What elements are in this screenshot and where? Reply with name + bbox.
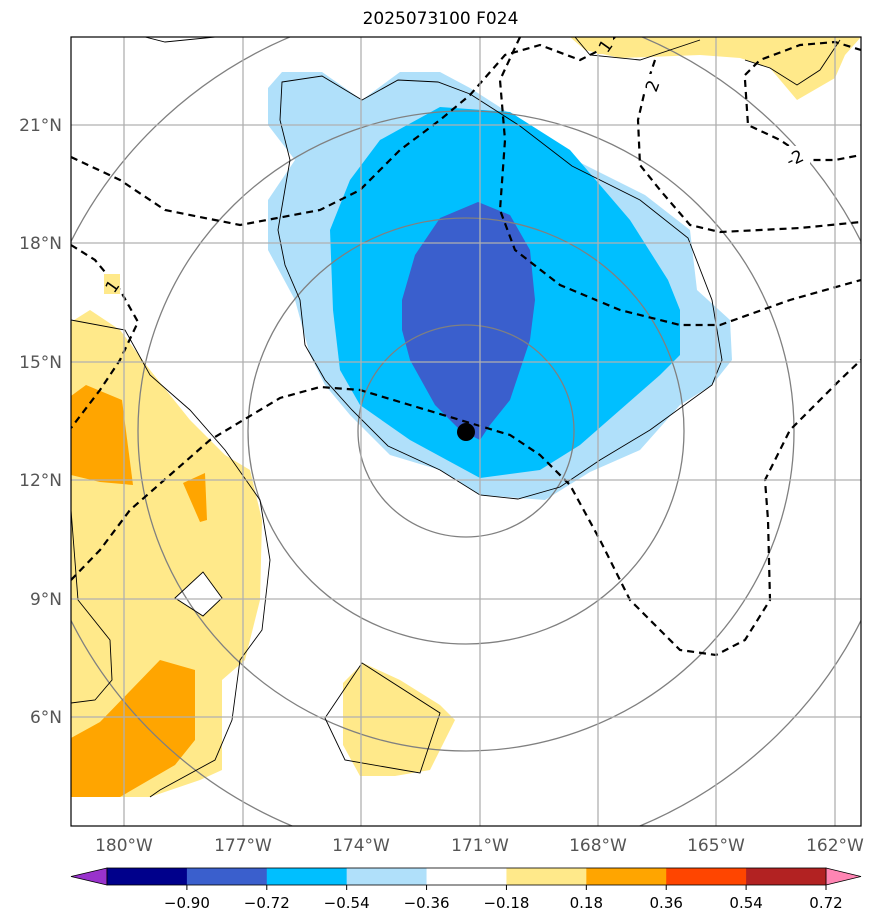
northeast-yellow-patch [570,37,861,100]
lat-label: 15°N [19,353,62,373]
contour-label-east: -2 [783,146,807,171]
range-ring-2 [247,217,685,645]
contour-label-bg-2 [597,37,613,54]
northeast-contour [574,37,841,86]
range-rings [71,37,861,826]
range-ring-1 [357,324,575,538]
west-yellow-hole [175,572,222,616]
colorbar-segment [506,868,587,885]
colorbar-segment [746,868,827,885]
lon-label: 180°W [95,836,153,856]
lat-label: 21°N [19,116,62,136]
colorbar-segment [346,868,428,885]
west-contour-a [71,319,271,798]
colorbar-tick-label: −0.54 [324,894,370,912]
lon-label: 162°W [806,836,864,856]
map-title: 2025073100 F024 [362,9,519,29]
south-patch-contour [324,662,441,774]
colorbar-segment [426,868,507,885]
colorbar-segment [266,868,348,885]
west-hole-contour [174,571,223,617]
colorbar-tick-label: −0.72 [244,894,290,912]
colorbar-segment [186,868,268,885]
lon-label: 174°W [332,836,390,856]
colorbar-frame [106,867,827,886]
colorbar-tick-label: −0.18 [483,894,529,912]
colorbar-segment [666,868,747,885]
south-yellow-patch [343,663,455,776]
neg-contour-outline [277,75,723,500]
storm-center-marker [457,423,475,441]
longitude-tick-labels: 180°W 177°W 174°W 171°W 168°W 165°W 162°… [95,836,864,856]
negative-anomaly-fill [268,72,732,500]
colorbar-tick-label: 0.36 [650,894,683,912]
dashed-contour-east [498,37,861,327]
colorbar-tick-label: 0.18 [570,894,603,912]
contour-label-bg-1 [104,274,120,294]
contour-label-bg-4 [786,146,810,166]
dashed-contours [71,37,861,657]
dashed-contour-west [71,244,140,429]
west-orange-patch-upper [71,385,133,485]
colorbar-tick-label: 0.54 [729,894,762,912]
latitude-tick-labels: 6°N 9°N 12°N 15°N 18°N 21°N [19,116,62,728]
dashed-contour-ne-lower [636,59,861,234]
lat-label: 9°N [30,590,62,610]
lon-label: 171°W [451,836,509,856]
colorbar-extend-high [825,867,862,886]
lon-label: 168°W [569,836,627,856]
lon-label: 177°W [214,836,272,856]
west-contour-b [71,509,113,704]
royal-blue-core [402,202,535,440]
colorbar-tick-label: −0.90 [164,894,210,912]
lat-label: 18°N [19,234,62,254]
positive-anomaly-fill [71,37,861,797]
top-contour [144,37,216,43]
lat-label: 12°N [19,471,62,491]
west-orange-patch-lower [71,660,195,797]
colorbar-segment [107,868,188,885]
colorbar-segment [586,868,667,885]
contour-labels: 1 1 2 -2 [102,37,810,297]
colorbar-tick-label: 0.72 [809,894,842,912]
west-orange-patch-small [183,473,207,522]
map-plot-area: 1 1 2 -2 [71,37,861,826]
lat-label: 6°N [30,708,62,728]
thin-black-contours [71,37,841,798]
lon-label: 165°W [687,836,745,856]
plot-frame [70,36,862,827]
colorbar-tick-label: −0.36 [404,894,450,912]
colorbar: −0.90 −0.72 −0.54 −0.36 −0.18 0.18 0.36 0.54 0.7… [70,867,862,912]
graticule [71,37,861,826]
colorbar-extend-low [70,867,108,886]
dashed-contour-north [71,37,616,227]
contour-label-bg-3 [644,74,660,94]
range-ring-3 [137,110,795,752]
